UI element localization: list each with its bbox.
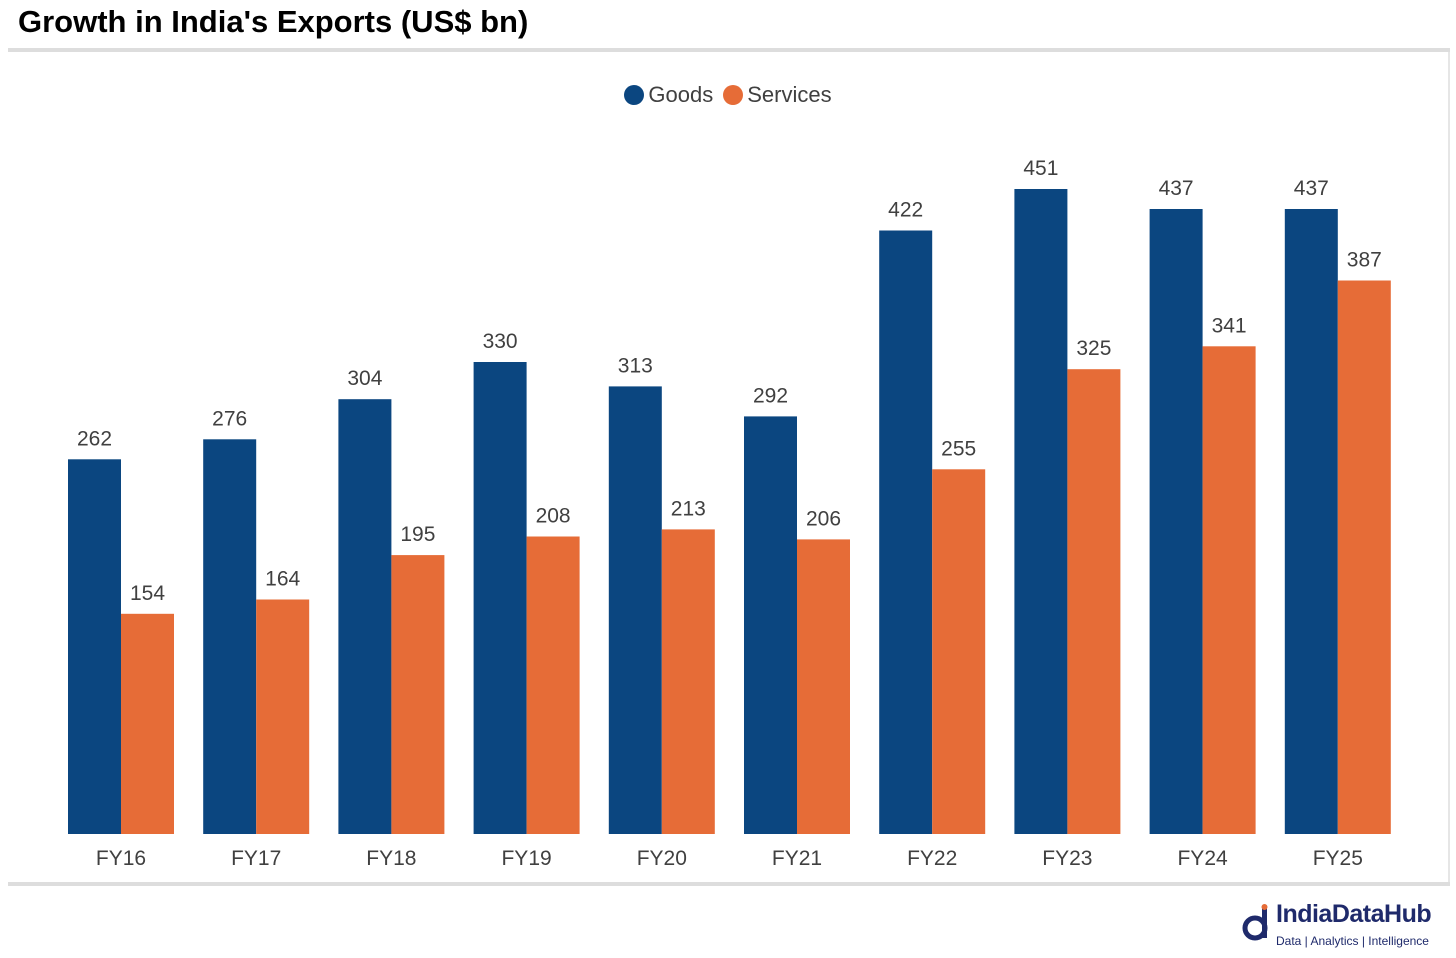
bar-services-fy25	[1337, 280, 1391, 834]
brand-name: IndiaDataHub	[1276, 900, 1432, 928]
brand-block: IndiaDataHub Data | Analytics | Intellig…	[1240, 900, 1450, 952]
x-tick-label-fy25: FY25	[1313, 847, 1363, 870]
bar-services-fy16	[121, 613, 174, 834]
data-label-services-fy19: 208	[536, 505, 571, 528]
legend-item-services: Services	[723, 82, 832, 108]
data-label-services-fy16: 154	[130, 582, 165, 605]
bar-goods-fy23	[1014, 189, 1068, 834]
bar-goods-fy16	[68, 459, 121, 834]
bar-goods-fy22	[879, 230, 933, 834]
data-label-goods-fy24: 437	[1159, 177, 1194, 200]
data-label-services-fy20: 213	[671, 497, 706, 520]
x-tick-label-fy18: FY18	[366, 847, 416, 870]
bar-goods-fy20	[608, 386, 662, 834]
data-label-goods-fy20: 313	[618, 354, 653, 377]
legend-swatch-services	[723, 85, 744, 105]
data-label-goods-fy22: 422	[888, 199, 923, 222]
bottom-divider	[8, 882, 1450, 886]
brand-tagline: Data | Analytics | Intelligence	[1276, 934, 1429, 948]
data-label-services-fy25: 387	[1347, 249, 1382, 272]
bar-services-fy19	[526, 536, 580, 834]
x-tick-label-fy21: FY21	[772, 847, 822, 870]
data-label-goods-fy23: 451	[1023, 157, 1058, 180]
data-label-goods-fy21: 292	[753, 384, 788, 407]
data-label-services-fy22: 255	[941, 437, 976, 460]
bar-chart: 262 154 FY16 276 164 FY17 304 195 FY18 330 208 FY19…	[68, 157, 1391, 870]
x-tick-label-fy22: FY22	[907, 847, 957, 870]
data-label-services-fy24: 341	[1212, 314, 1247, 337]
top-divider	[8, 48, 1450, 52]
data-label-services-fy21: 206	[806, 507, 841, 530]
x-tick-label-fy24: FY24	[1177, 847, 1228, 870]
bar-goods-fy17	[203, 439, 257, 834]
chart-title: Growth in India's Exports (US$ bn)	[18, 4, 529, 39]
bar-services-fy22	[932, 469, 986, 834]
legend-swatch-goods	[624, 85, 645, 105]
bar-goods-fy19	[473, 362, 527, 834]
bar-goods-fy21	[744, 416, 797, 834]
data-label-services-fy17: 164	[265, 568, 300, 591]
x-tick-label-fy20: FY20	[637, 847, 687, 870]
data-label-services-fy23: 325	[1076, 337, 1111, 360]
bar-services-fy23	[1067, 369, 1121, 834]
x-tick-label-fy23: FY23	[1042, 847, 1092, 870]
legend-item-goods: Goods	[624, 82, 713, 108]
data-label-goods-fy17: 276	[212, 407, 247, 430]
bar-services-fy20	[661, 529, 715, 834]
legend: Goods Services	[0, 82, 1456, 108]
bar-services-fy17	[256, 599, 310, 834]
data-label-goods-fy19: 330	[483, 330, 518, 353]
data-label-services-fy18: 195	[400, 523, 435, 546]
legend-label-goods: Goods	[648, 82, 714, 107]
x-tick-label-fy16: FY16	[96, 847, 146, 870]
frame-border	[1448, 52, 1450, 882]
data-label-goods-fy25: 437	[1294, 177, 1329, 200]
bar-goods-fy25	[1284, 209, 1338, 834]
bar-services-fy18	[391, 555, 445, 834]
idh-logo-icon	[1242, 904, 1268, 941]
bar-goods-fy24	[1149, 209, 1203, 834]
bar-goods-fy18	[338, 399, 392, 834]
bar-services-fy21	[797, 539, 850, 834]
data-label-goods-fy18: 304	[347, 367, 382, 390]
data-label-goods-fy16: 262	[77, 427, 112, 450]
x-tick-label-fy17: FY17	[231, 847, 281, 870]
bar-services-fy24	[1202, 346, 1256, 834]
legend-label-services: Services	[747, 82, 832, 107]
x-tick-label-fy19: FY19	[501, 847, 551, 870]
